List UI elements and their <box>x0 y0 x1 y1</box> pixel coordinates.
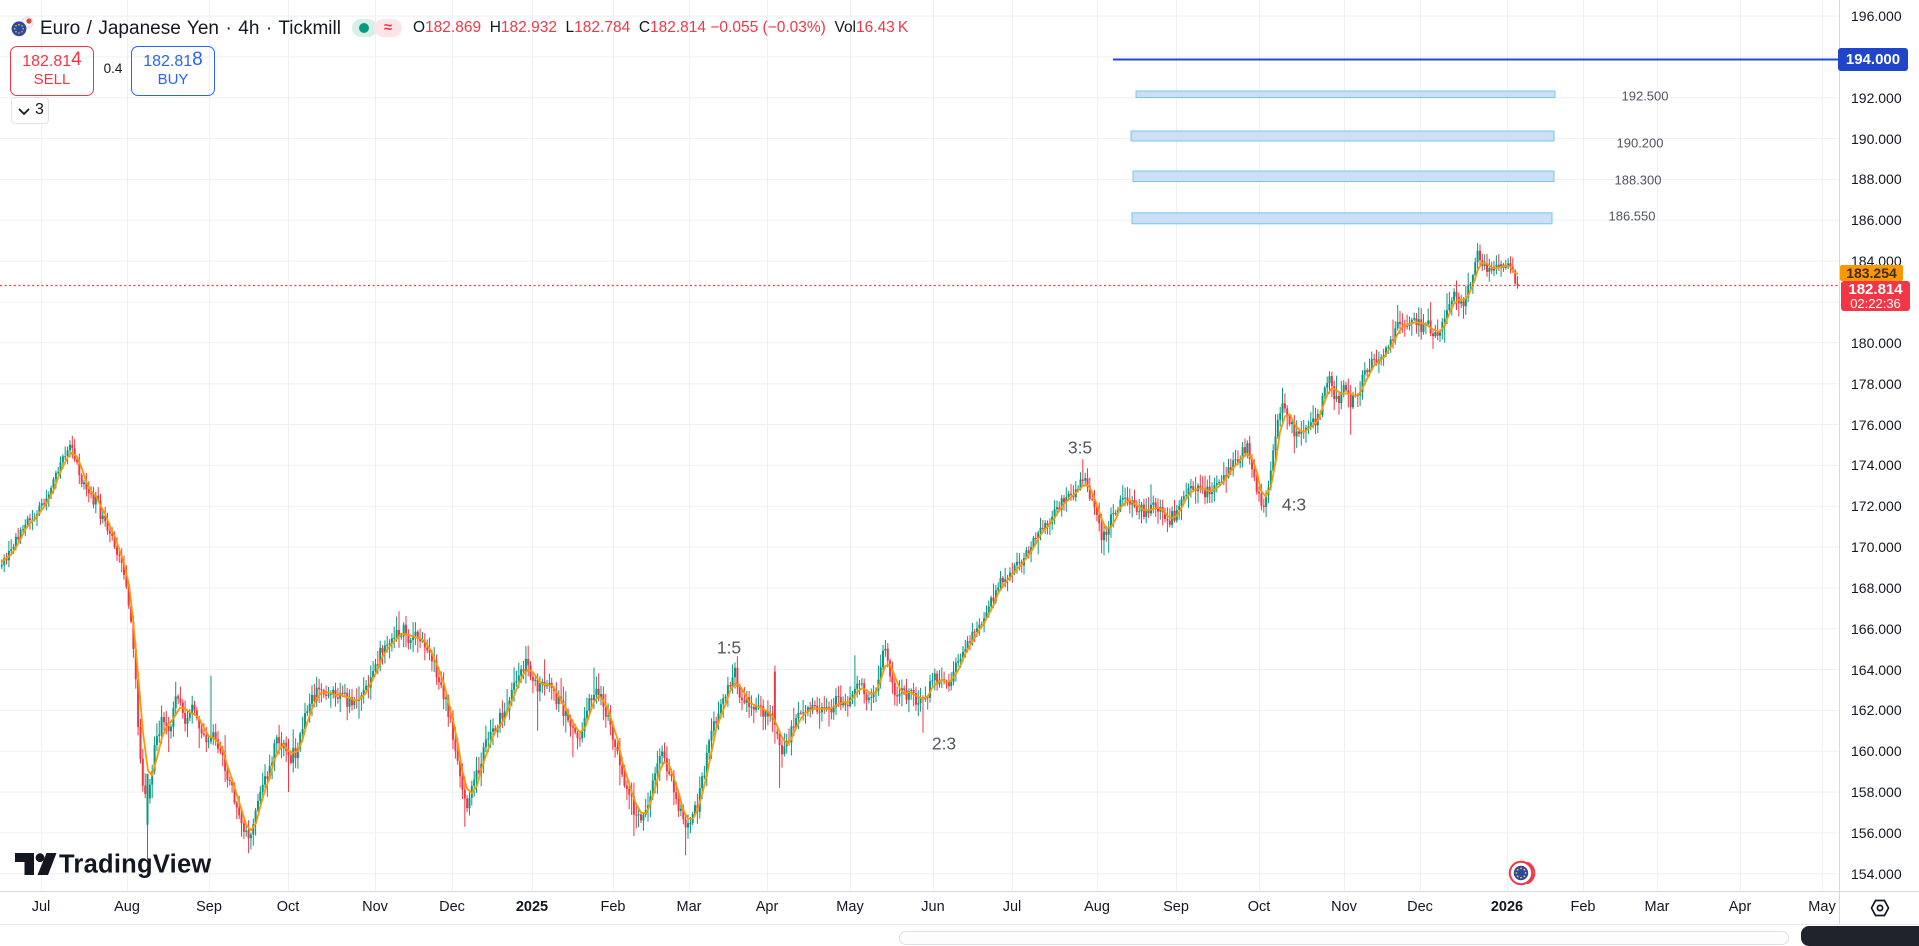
svg-text:TradingView: TradingView <box>59 851 212 879</box>
